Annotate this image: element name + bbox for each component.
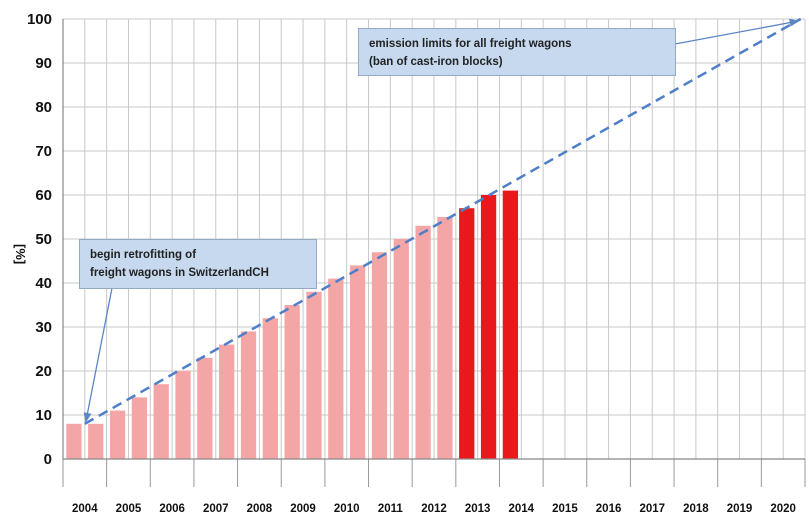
- bar-2011-14: [371, 252, 388, 459]
- annotation-arrow-emission: [674, 18, 800, 45]
- annotation-retrofitting-line-1: begin retrofitting of: [90, 249, 197, 261]
- bar-2007-7: [219, 344, 235, 459]
- annotation-emission-line-2: (ban of cast-iron blocks): [369, 56, 503, 68]
- x-tick-label: 2010: [334, 503, 360, 515]
- annotation-emission-line-1: emission limits for all freight wagons: [369, 38, 572, 50]
- x-tick-label: 2012: [421, 503, 447, 515]
- y-tick-label: 90: [35, 55, 52, 72]
- y-tick-label: 80: [35, 99, 52, 116]
- x-tick-label: 2008: [247, 503, 273, 515]
- bar-2005-2: [109, 410, 126, 459]
- x-tick-label: 2017: [639, 503, 665, 515]
- y-tick-label: 70: [35, 143, 52, 160]
- annotation-retrofitting: begin retrofitting of freight wagons in …: [79, 239, 317, 289]
- x-tick-label: 2007: [203, 503, 229, 515]
- bar-2011-15: [393, 239, 409, 459]
- bar-2013-19: [480, 195, 497, 459]
- bar-2009-11: [306, 291, 322, 459]
- x-tick-label: 2015: [552, 503, 578, 515]
- bar-2009-10: [284, 305, 300, 459]
- x-tick-label: 2020: [770, 503, 796, 515]
- y-tick-label: 30: [35, 319, 52, 336]
- x-tick-label: 2004: [72, 503, 98, 515]
- y-tick-label: 50: [35, 231, 52, 248]
- bar-2013-18: [459, 208, 475, 459]
- bar-2008-9: [262, 318, 278, 459]
- trend-line: [84, 17, 802, 425]
- bar-2010-12: [328, 278, 344, 459]
- annotation-emission-limits: emission limits for all freight wagons (…: [358, 28, 676, 76]
- annotation-arrow-retrofitting: [83, 287, 113, 423]
- bar-2014-20: [502, 190, 519, 459]
- x-tick-label: 2006: [159, 503, 185, 515]
- bar-2007-6: [197, 357, 213, 459]
- bar-2006-4: [153, 384, 169, 459]
- x-tick-label: 2011: [378, 503, 404, 515]
- y-tick-label: 100: [27, 11, 52, 28]
- bar-2010-13: [349, 265, 366, 459]
- y-tick-label: 0: [44, 451, 52, 468]
- bar-2006-5: [175, 371, 191, 459]
- y-tick-label: 40: [35, 275, 52, 292]
- y-tick-label: 20: [35, 363, 52, 380]
- x-tick-label: 2016: [596, 503, 622, 515]
- x-tick-label: 2005: [116, 503, 142, 515]
- bar-2008-8: [240, 331, 257, 459]
- annotation-retrofitting-line-2: freight wagons in SwitzerlandCH: [90, 267, 269, 279]
- x-tick-label: 2014: [508, 503, 534, 515]
- x-tick-label: 2018: [683, 503, 709, 515]
- bar-2004-1: [88, 423, 104, 459]
- y-tick-label: 10: [35, 407, 52, 424]
- bar-2005-3: [131, 397, 148, 459]
- bar-2004-0: [66, 423, 82, 459]
- x-tick-label: 2013: [465, 503, 491, 515]
- bar-2012-17: [437, 217, 453, 459]
- bar-2012-16: [415, 225, 431, 459]
- y-axis-label: [%]: [13, 244, 28, 264]
- x-tick-label: 2019: [727, 503, 753, 515]
- y-tick-label: 60: [35, 187, 52, 204]
- x-tick-label: 2009: [290, 503, 316, 515]
